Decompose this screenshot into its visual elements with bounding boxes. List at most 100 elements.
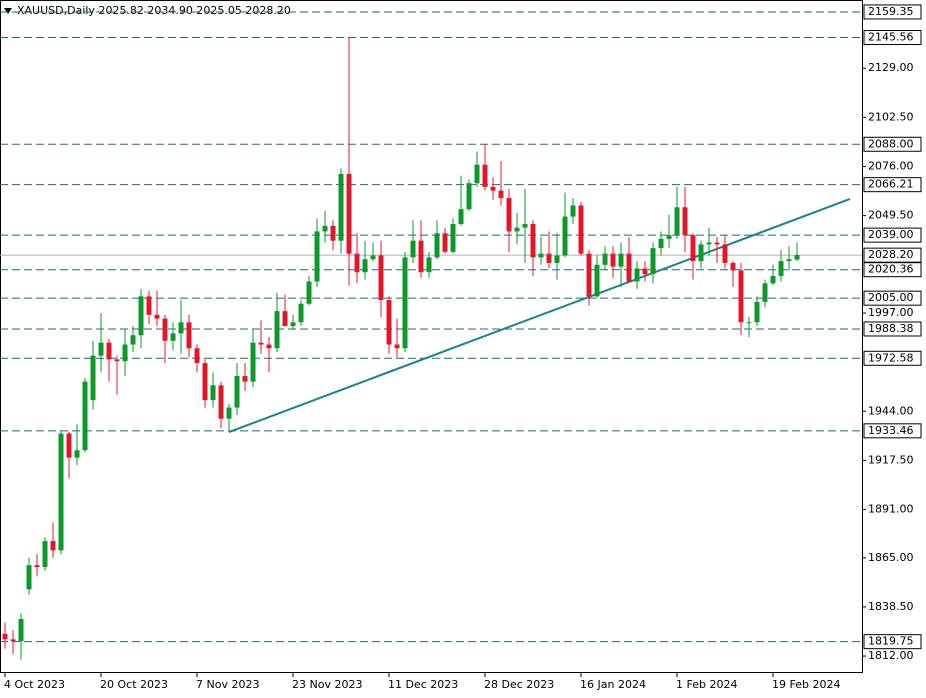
candle-body [266, 344, 272, 349]
candle-body [434, 233, 440, 258]
candle-body [330, 225, 336, 241]
candle-body [386, 300, 392, 345]
candle-body [114, 359, 120, 362]
candle-body [490, 186, 496, 191]
candle-body [58, 433, 64, 551]
candle-body [786, 259, 792, 262]
chart-title: XAUUSD,Daily 2025.82 2034.90 2025.05 202… [17, 4, 291, 17]
level-label: 2020.36 [868, 263, 914, 276]
x-tick-label: 28 Dec 2023 [484, 678, 554, 691]
candle-body [514, 227, 520, 232]
candle-body [218, 385, 224, 419]
candle-body [690, 235, 696, 262]
y-tick-label: 1891.00 [868, 503, 914, 516]
candle-body [362, 259, 368, 273]
candle-body [562, 216, 568, 256]
candle-body [642, 268, 648, 275]
candle-body [426, 257, 432, 273]
candle-body [186, 322, 192, 349]
y-tick-label: 1917.50 [868, 453, 914, 466]
level-label: 2088.00 [868, 137, 914, 150]
candle-body [250, 342, 256, 382]
candle-body [522, 224, 528, 228]
candle-body [50, 541, 56, 551]
x-tick-label: 23 Nov 2023 [292, 678, 362, 691]
candle-body [442, 233, 448, 252]
level-label: 2066.21 [868, 178, 914, 191]
candle-body [130, 335, 136, 345]
plot-frame [0, 0, 863, 673]
level-label: 1988.38 [868, 322, 914, 335]
level-tag [863, 290, 922, 306]
candle-body [594, 264, 600, 297]
y-tick-label: 1997.00 [868, 306, 914, 319]
candle-body [42, 541, 48, 568]
candle-body [106, 342, 112, 360]
level-tag [863, 321, 922, 337]
candle-body [530, 224, 536, 258]
candle-body [98, 342, 104, 356]
candle-body [162, 318, 168, 341]
x-tick-label: 16 Jan 2024 [580, 678, 646, 691]
candle-body [170, 333, 176, 341]
level-tag [863, 177, 922, 193]
menu-arrow[interactable] [4, 8, 12, 14]
level-tag [863, 136, 922, 152]
candle-body [122, 344, 128, 362]
candle-body [282, 311, 288, 326]
candle-body [554, 255, 560, 263]
candle-body [18, 618, 24, 642]
candle-body [714, 242, 720, 245]
candle-body [370, 255, 376, 260]
candle-body [26, 565, 32, 590]
candle-body [706, 242, 712, 245]
candle-body [474, 164, 480, 184]
candle-body [730, 262, 736, 271]
candle-body [34, 565, 40, 568]
level-label: 2039.00 [868, 228, 914, 241]
candle-body [746, 322, 752, 324]
candle-body [322, 225, 328, 232]
candle-body [578, 205, 584, 254]
level-label: 2145.56 [868, 31, 914, 44]
candle-body [770, 275, 776, 284]
candle-body [234, 376, 240, 408]
candle-body [666, 235, 672, 239]
y-tick-label: 1838.50 [868, 600, 914, 613]
trendline [228, 198, 851, 433]
candle-body [418, 240, 424, 273]
candle-body [146, 296, 152, 315]
candle-body [74, 450, 80, 458]
candle-body [274, 311, 280, 349]
candle-body [210, 385, 216, 401]
candle-body [194, 348, 200, 364]
candle-body [90, 355, 96, 401]
candle-body [202, 363, 208, 401]
x-tick-label: 19 Feb 2024 [772, 678, 840, 691]
y-tick-label: 1944.00 [868, 404, 914, 417]
candle-body [378, 255, 384, 301]
candle-body [258, 342, 264, 345]
candle-body [570, 205, 576, 217]
candle-body [538, 253, 544, 258]
candle-body [506, 198, 512, 232]
level-tag [863, 4, 922, 20]
level-label: 1819.75 [868, 635, 914, 648]
candle-body [482, 164, 488, 187]
y-tick-label: 2049.50 [868, 209, 914, 222]
candle-body [498, 190, 504, 199]
candle-body [226, 407, 232, 419]
x-tick-label: 7 Nov 2023 [196, 678, 259, 691]
level-label: 1972.58 [868, 351, 914, 364]
y-tick-label: 2129.00 [868, 61, 914, 74]
x-tick-label: 1 Feb 2024 [676, 678, 737, 691]
level-tag [863, 350, 922, 366]
candle-body [306, 281, 312, 304]
candle-body [394, 344, 400, 349]
candle-body [738, 270, 744, 323]
candle-body [338, 173, 344, 241]
candle-body [346, 173, 352, 254]
level-tag [863, 423, 922, 439]
level-tag [863, 227, 922, 243]
